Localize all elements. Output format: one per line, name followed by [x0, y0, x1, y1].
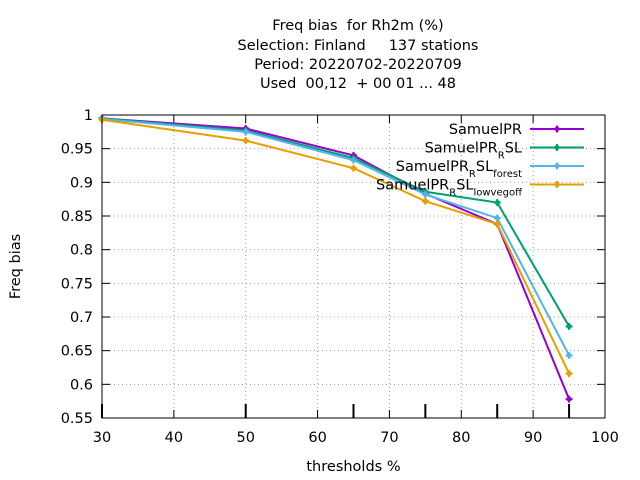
title-line-2: Selection: Finland 137 stations	[237, 38, 479, 54]
axis-ticks: 0.55 0.6 0.65 0.7 0.75 0.8 0.85 0.9 0.95 1 30 40 50 6…	[61, 108, 619, 446]
legend-entry: SamuelPRRSL	[425, 141, 584, 162]
legend-entry: SamuelPR	[449, 122, 584, 138]
data-point	[565, 395, 573, 403]
x-tick-label: 90	[524, 430, 542, 446]
y-tick-label: 1	[84, 108, 93, 124]
data-point	[350, 164, 357, 172]
plot-frame	[101, 114, 606, 419]
y-tick-label: 0.9	[70, 175, 93, 191]
x-tick-label: 60	[308, 430, 326, 446]
x-tick-label: 100	[591, 430, 619, 446]
y-axis-label: Freq bias	[8, 234, 24, 299]
data-point	[553, 125, 561, 133]
title-line-4: Used 00,12 + 00 01 ... 48	[259, 76, 456, 92]
data-point	[565, 351, 573, 359]
legend-label: SamuelPRRSLlowvegoff	[376, 178, 523, 199]
legend-entry: SamuelPRRSLlowvegoff	[376, 178, 584, 199]
data-point	[493, 199, 501, 207]
data-point	[242, 137, 250, 145]
series-line	[101, 118, 570, 374]
legend: SamuelPR SamuelPRRSLSamuelPRRSLforestSamu…	[376, 122, 584, 198]
data-point	[421, 190, 429, 198]
series-SamuelPR_RSL_lowvegoff	[98, 116, 573, 378]
y-tick-label: 0.8	[70, 243, 93, 259]
legend-label: SamuelPR	[449, 122, 522, 138]
data-point	[565, 322, 573, 330]
x-tick-label: 30	[93, 430, 111, 446]
data-point	[493, 214, 501, 222]
data-point	[493, 220, 501, 228]
data-point	[565, 370, 573, 378]
y-tick-label: 0.95	[61, 142, 93, 158]
legend-entry: SamuelPRRSLforest	[396, 159, 584, 180]
series-line	[101, 118, 570, 356]
y-tick-label: 0.6	[70, 377, 93, 393]
data-point	[553, 162, 561, 170]
x-tick-label: 40	[165, 430, 183, 446]
x-tick-label: 80	[452, 430, 470, 446]
x-axis-label: thresholds %	[306, 459, 400, 475]
y-tick-label: 0.7	[70, 310, 93, 326]
series-SamuelPR_RSL	[98, 114, 573, 330]
data-point	[242, 128, 250, 136]
y-tick-label: 0.85	[61, 209, 93, 225]
x-tick-label: 50	[236, 430, 254, 446]
y-tick-label: 0.65	[61, 344, 93, 360]
legend-label: SamuelPRRSLforest	[396, 159, 522, 180]
title-line-3: Period: 20220702-20220709	[254, 57, 462, 73]
data-point	[350, 156, 357, 164]
y-tick-label: 0.75	[61, 276, 93, 292]
data-point	[421, 197, 429, 205]
y-tick-label: 0.55	[61, 411, 93, 427]
x-tick-label: 70	[380, 430, 398, 446]
title-line-1: Freq bias for Rh2m (%)	[272, 18, 444, 34]
grid	[102, 115, 605, 418]
series-line	[101, 117, 570, 327]
data-point	[553, 181, 561, 188]
data-point	[553, 144, 561, 151]
legend-label: SamuelPRRSL	[425, 141, 522, 162]
